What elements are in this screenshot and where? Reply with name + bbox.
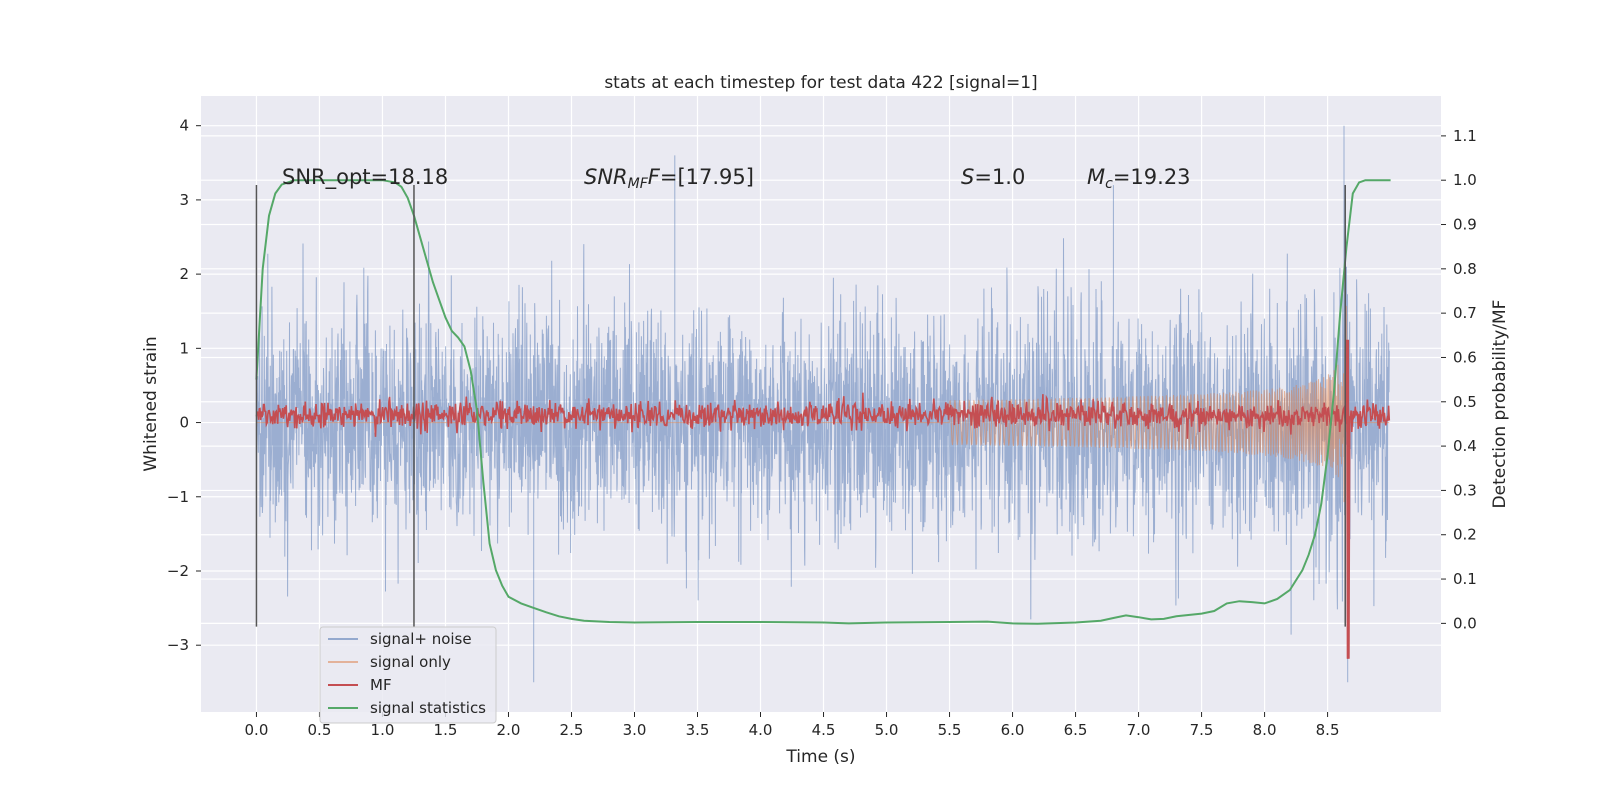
legend: signal+ noise signal only MF signal stat…: [319, 626, 497, 724]
y-right-tick-label: 0.4: [1453, 437, 1477, 455]
x-tick-label: 5.0: [875, 721, 899, 739]
legend-label-signal-noise: signal+ noise: [370, 630, 472, 648]
x-tick-label: 2.0: [497, 721, 521, 739]
chart-title: stats at each timestep for test data 422…: [604, 73, 1037, 93]
y-tick-label: 2: [179, 265, 189, 283]
snr-mf-annotation: SNRMFF=[17.95]: [584, 165, 754, 192]
y-right-tick-label: 0.7: [1453, 304, 1477, 322]
s-value: =1.0: [974, 165, 1025, 189]
x-tick-label: 4.5: [812, 721, 836, 739]
series-mf: [255, 339, 1391, 659]
snr-mf-f: F: [648, 165, 661, 189]
series-layer: [255, 125, 1391, 683]
y-right-tick-label: 0.5: [1453, 393, 1477, 411]
mc-annotation: Mc=19.23: [1087, 165, 1191, 192]
legend-entry-signal-only: signal only: [328, 653, 451, 671]
x-tick-label: 6.5: [1064, 721, 1088, 739]
y-axis-ticks: −3 −2 −1 0 1 2 3 4: [167, 117, 201, 654]
y-right-axis-ticks: 0.0 0.1 0.2 0.3 0.4 0.5 0.6 0.7 0.8 0.9 1.0 1.1: [1441, 127, 1477, 632]
mc-value: =19.23: [1113, 165, 1191, 189]
legend-label-signal-statistics: signal statistics: [370, 699, 486, 717]
x-tick-label: 0.5: [308, 721, 332, 739]
legend-label-mf: MF: [370, 676, 392, 694]
snr-mf-subscript: MF: [628, 176, 649, 192]
y-right-axis-label: Detection probability/MF: [1490, 300, 1510, 509]
y-right-tick-label: 1.1: [1453, 127, 1477, 145]
legend-box: [319, 626, 497, 724]
x-tick-label: 3.0: [623, 721, 647, 739]
x-tick-label: 7.0: [1127, 721, 1151, 739]
y-right-tick-label: 0.1: [1453, 570, 1477, 588]
y-axis-label: Whitened strain: [141, 336, 161, 471]
y-right-tick-label: 0.8: [1453, 260, 1477, 278]
y-tick-label: −3: [167, 636, 189, 654]
s-annotation: S=1.0: [961, 165, 1025, 189]
snr-mf-value: =[17.95]: [660, 165, 754, 189]
mc-name: M: [1087, 165, 1105, 189]
legend-entry-signal-noise: signal+ noise: [328, 630, 472, 648]
x-tick-label: 8.0: [1253, 721, 1277, 739]
y-tick-label: −2: [167, 562, 189, 580]
legend-label-signal-only: signal only: [370, 653, 451, 671]
x-tick-label: 7.5: [1190, 721, 1214, 739]
snr-opt-annotation: SNR_opt=18.18: [282, 165, 448, 190]
legend-entry-signal-statistics: signal statistics: [328, 699, 486, 717]
x-tick-label: 0.0: [245, 721, 269, 739]
snr-mf-name: SNR: [584, 165, 628, 189]
y-right-tick-label: 1.0: [1453, 171, 1477, 189]
x-tick-label: 2.5: [560, 721, 584, 739]
y-right-tick-label: 0.3: [1453, 481, 1477, 499]
x-tick-label: 4.0: [749, 721, 773, 739]
x-tick-label: 1.0: [371, 721, 395, 739]
mc-subscript: c: [1105, 176, 1113, 192]
y-right-tick-label: 0.2: [1453, 526, 1477, 544]
x-tick-label: 6.0: [1001, 721, 1025, 739]
vline-layer: [255, 185, 1346, 627]
x-tick-label: 1.5: [434, 721, 458, 739]
y-tick-label: −1: [167, 488, 189, 506]
legend-entry-mf: MF: [328, 676, 392, 694]
y-right-tick-label: 0.9: [1453, 216, 1477, 234]
y-tick-label: 3: [179, 191, 189, 209]
series-signal-only: [256, 305, 1390, 503]
y-right-tick-label: 0.6: [1453, 348, 1477, 366]
y-right-tick-label: 0.0: [1453, 614, 1477, 632]
x-axis-label: Time (s): [785, 747, 855, 767]
y-tick-label: 0: [179, 414, 189, 432]
s-name: S: [961, 165, 974, 189]
series-signal-statistics: [255, 179, 1391, 625]
x-tick-label: 3.5: [686, 721, 710, 739]
y-tick-label: 4: [179, 117, 189, 135]
x-axis-ticks: 0.0 0.5 1.0 1.5 2.0 2.5 3.0 3.5 4.0 4.5 5.0 5.5 6.0 6…: [245, 712, 1340, 739]
x-tick-label: 5.5: [938, 721, 962, 739]
x-tick-label: 8.5: [1316, 721, 1340, 739]
y-tick-label: 1: [179, 339, 189, 357]
